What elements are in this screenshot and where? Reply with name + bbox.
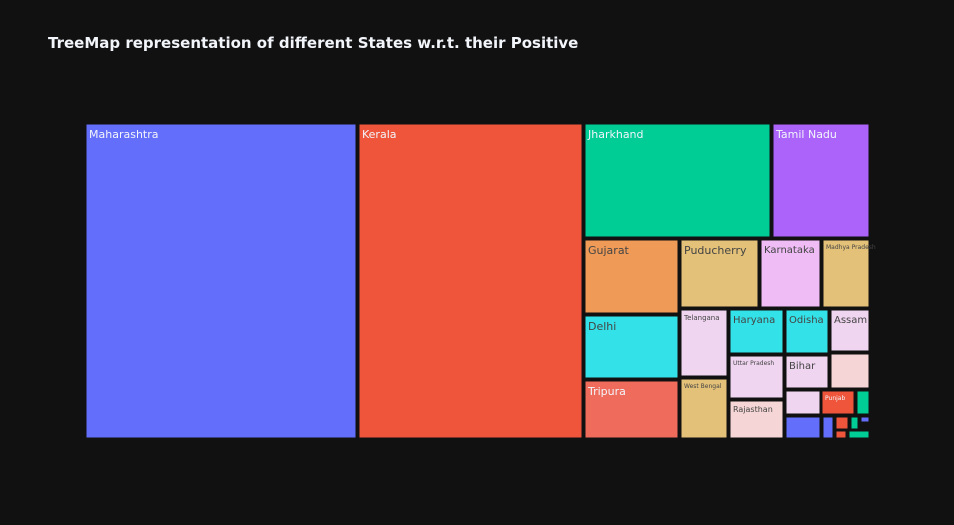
tile-rect[interactable] <box>680 309 728 377</box>
tile-rect[interactable] <box>584 380 679 439</box>
tile-rect[interactable] <box>85 123 357 439</box>
tile-west-bengal[interactable]: West Bengal <box>680 378 728 439</box>
tile-maharashtra[interactable]: Maharashtra <box>85 123 357 439</box>
tile-bihar[interactable]: Bihar <box>785 355 829 389</box>
tile-small[interactable] <box>835 416 849 430</box>
tile-label: Haryana <box>733 315 775 326</box>
tile-rect[interactable] <box>772 123 870 238</box>
tile-rect[interactable] <box>785 309 829 354</box>
tile-label: Uttar Pradesh <box>733 360 774 367</box>
tile-telangana[interactable]: Telangana <box>680 309 728 377</box>
tile-small[interactable] <box>835 430 847 439</box>
tile-kerala[interactable]: Kerala <box>358 123 583 439</box>
tile-label: Assam <box>834 315 867 326</box>
tile-haryana[interactable]: Haryana <box>729 309 784 354</box>
tile-label: West Bengal <box>684 383 722 390</box>
tile-assam[interactable]: Assam <box>830 309 870 352</box>
tile-small[interactable] <box>850 416 859 430</box>
tile-gujarat[interactable]: Gujarat <box>584 239 679 314</box>
tile-rect[interactable] <box>822 239 870 308</box>
chart-title: TreeMap representation of different Stat… <box>48 34 579 52</box>
tile-label: Karnataka <box>764 245 815 256</box>
tile-tripura[interactable]: Tripura <box>584 380 679 439</box>
tile-rect[interactable] <box>729 355 784 399</box>
tile-rect[interactable] <box>584 315 679 379</box>
tile-puducherry[interactable]: Puducherry <box>680 239 759 308</box>
tile-rect[interactable] <box>830 309 870 352</box>
tile-rect[interactable] <box>584 239 679 314</box>
tile-label: Rajasthan <box>733 405 773 414</box>
tile-rect[interactable] <box>584 123 771 238</box>
tile-rect[interactable] <box>680 239 759 308</box>
tile-delhi[interactable]: Delhi <box>584 315 679 379</box>
tile-small[interactable] <box>830 353 870 389</box>
tile-odisha[interactable]: Odisha <box>785 309 829 354</box>
tile-punjab[interactable]: Punjab <box>821 390 855 415</box>
tile-label: Maharashtra <box>89 128 159 141</box>
tile-label: Gujarat <box>588 244 630 257</box>
tile-rect[interactable] <box>729 309 784 354</box>
tile-uttar-pradesh[interactable]: Uttar Pradesh <box>729 355 784 399</box>
tile-small[interactable] <box>785 416 821 439</box>
tile-rect[interactable] <box>729 400 784 439</box>
tile-label: Puducherry <box>684 244 747 257</box>
tile-madhya-pradesh[interactable]: Madhya Pradesh <box>822 239 876 308</box>
tile-label: Delhi <box>588 320 616 333</box>
tile-label: Telangana <box>683 314 720 322</box>
tile-label: Odisha <box>789 315 824 326</box>
tile-label: Madhya Pradesh <box>826 244 876 251</box>
tile-small[interactable] <box>856 390 870 415</box>
tile-label: Tripura <box>587 385 626 398</box>
tile-label: Bihar <box>789 361 816 372</box>
tile-small[interactable] <box>848 430 870 439</box>
tile-rajasthan[interactable]: Rajasthan <box>729 400 784 439</box>
tile-jharkhand[interactable]: Jharkhand <box>584 123 771 238</box>
tile-label: Jharkhand <box>587 128 644 141</box>
tile-rect[interactable] <box>760 239 821 308</box>
tile-tamil-nadu[interactable]: Tamil Nadu <box>772 123 870 238</box>
tile-label: Punjab <box>825 395 845 402</box>
tile-small[interactable] <box>785 390 821 415</box>
tile-small[interactable] <box>822 416 834 439</box>
tile-rect[interactable] <box>358 123 583 439</box>
tile-small[interactable] <box>860 416 870 423</box>
tile-rect[interactable] <box>821 390 855 415</box>
tile-rect[interactable] <box>680 378 728 439</box>
tile-rect[interactable] <box>785 355 829 389</box>
tile-karnataka[interactable]: Karnataka <box>760 239 821 308</box>
tile-label: Kerala <box>362 128 397 141</box>
tile-label: Tamil Nadu <box>775 128 837 141</box>
